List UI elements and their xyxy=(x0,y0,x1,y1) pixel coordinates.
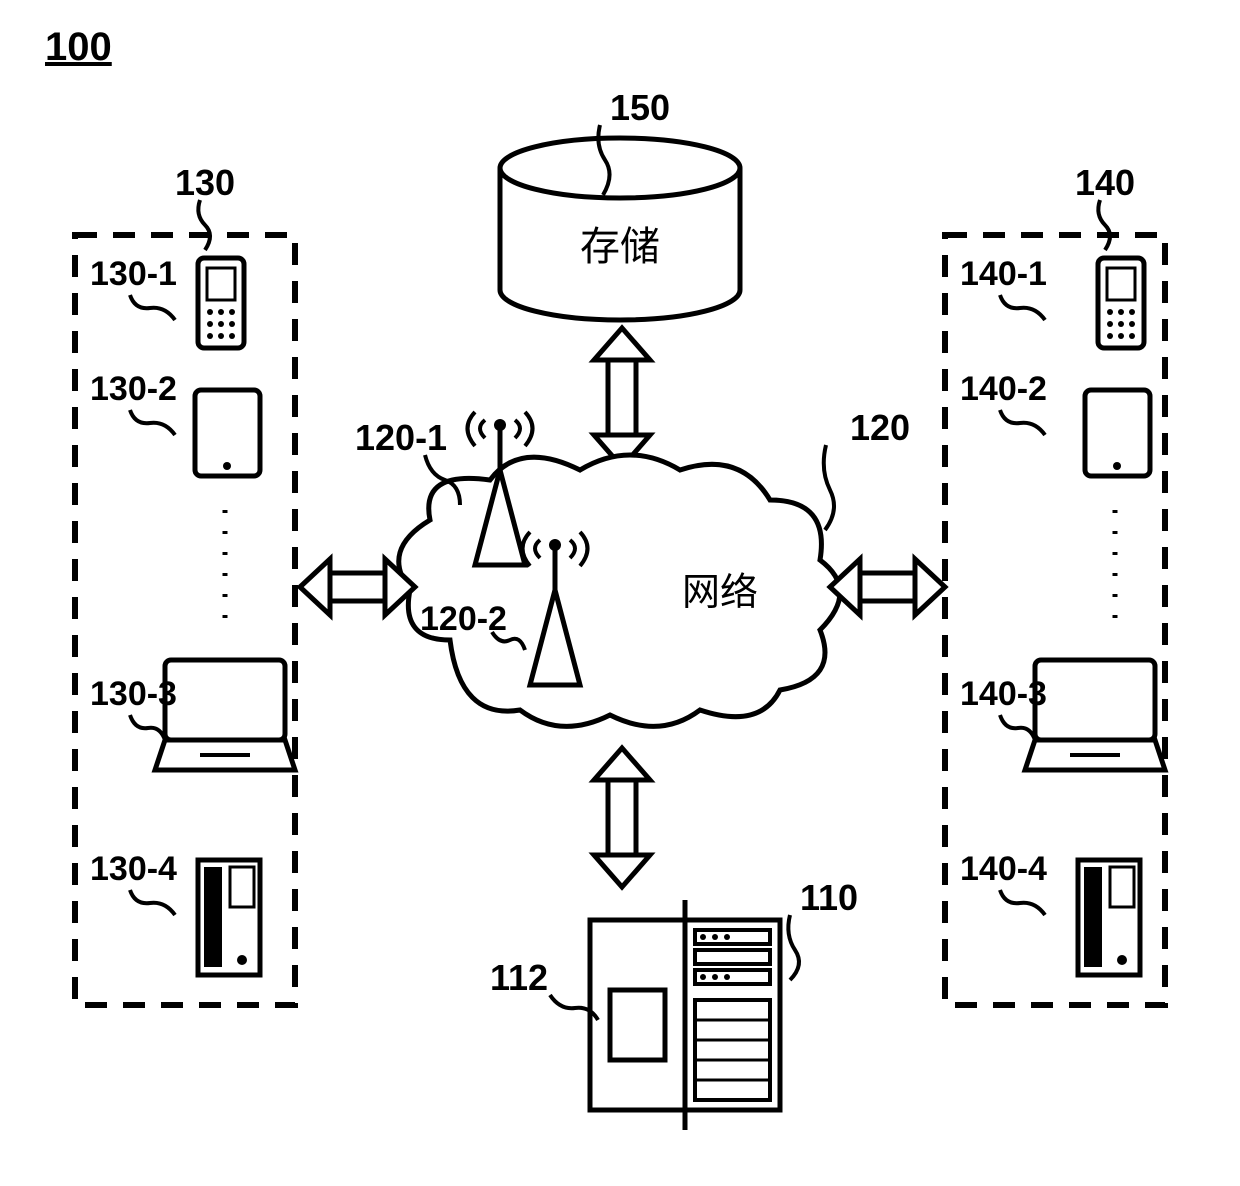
network-cloud: 网络 xyxy=(399,455,840,726)
d140-1-ref: 140-1 xyxy=(960,255,1047,293)
arrow-cloud-server xyxy=(594,748,650,887)
network-diagram: 100 存储 150 网络 120 120-1 xyxy=(0,0,1240,1186)
cloud-label: 网络 xyxy=(682,572,758,614)
leader-line xyxy=(1000,295,1045,320)
device-phone-left xyxy=(198,258,244,348)
leader-line xyxy=(1000,890,1045,915)
leader-line xyxy=(130,715,165,740)
d140-3-ref: 140-3 xyxy=(960,675,1047,713)
device-tablet-left xyxy=(195,390,260,476)
arrow-right-cloud xyxy=(830,559,945,615)
right-group-ref: 140 xyxy=(1075,162,1135,203)
leader-line xyxy=(198,200,210,250)
server-module-ref: 112 xyxy=(490,957,548,998)
server xyxy=(590,900,780,1130)
d140-2-ref: 140-2 xyxy=(960,370,1047,408)
arrow-storage-cloud xyxy=(594,328,650,467)
figure-number: 100 xyxy=(45,25,112,69)
storage-ref: 150 xyxy=(610,87,670,128)
server-ref: 110 xyxy=(800,877,858,918)
cloud-ref: 120 xyxy=(850,407,910,448)
device-tower-left xyxy=(198,860,260,975)
storage-label: 存储 xyxy=(580,225,660,269)
device-phone-right xyxy=(1098,258,1144,348)
leader-line xyxy=(824,445,834,530)
leader-line xyxy=(130,295,175,320)
device-tower-right xyxy=(1078,860,1140,975)
d130-4-ref: 130-4 xyxy=(90,850,177,888)
bs1-ref: 120-1 xyxy=(355,417,447,458)
d130-2-ref: 130-2 xyxy=(90,370,177,408)
leader-line xyxy=(130,410,175,435)
left-group-ref: 130 xyxy=(175,162,235,203)
leader-line xyxy=(1000,715,1035,740)
d140-4-ref: 140-4 xyxy=(960,850,1047,888)
d130-3-ref: 130-3 xyxy=(90,675,177,713)
leader-line xyxy=(1098,200,1110,250)
leader-line xyxy=(788,915,799,980)
device-tablet-right xyxy=(1085,390,1150,476)
leader-line xyxy=(1000,410,1045,435)
d130-1-ref: 130-1 xyxy=(90,255,177,293)
leader-line xyxy=(130,890,175,915)
storage-cylinder: 存储 xyxy=(500,138,740,320)
